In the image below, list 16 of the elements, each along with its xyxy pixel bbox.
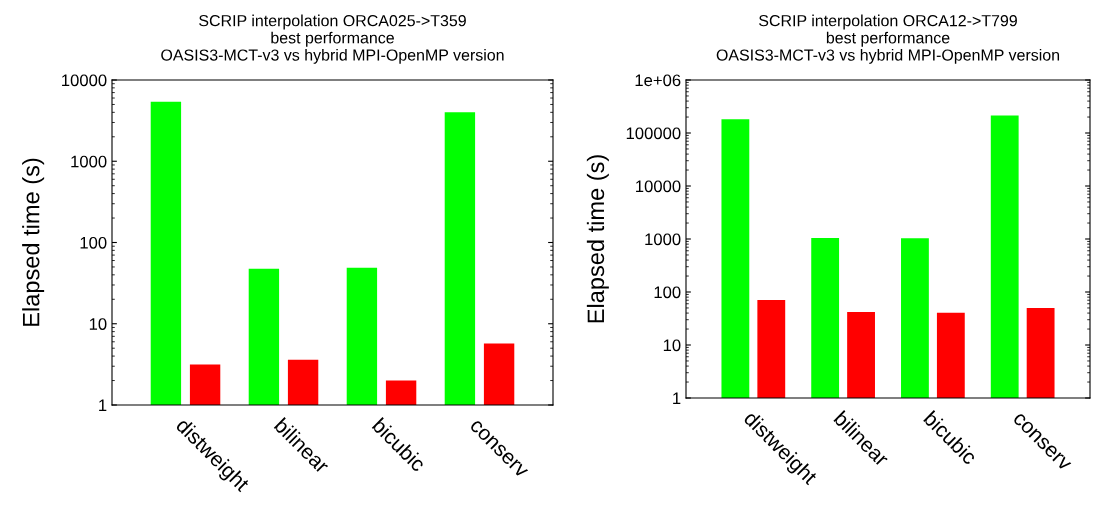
y-tick-label: 100 xyxy=(80,236,107,249)
y-tick-label: 10000 xyxy=(62,74,107,87)
y-tick-label: 1000 xyxy=(71,155,107,168)
y-tick-label: 100 xyxy=(654,286,681,299)
y-tick-label: 100000 xyxy=(626,127,681,140)
y-tick-label: 1 xyxy=(99,399,107,412)
y-tick-label: 1e+06 xyxy=(635,74,681,87)
y-tick-label: 1000 xyxy=(645,233,681,246)
y-tick-label: 10 xyxy=(89,318,107,330)
chart-title: SCRIP interpolation ORCA025->T359 best performance OASIS3-MCT-v3 vs hybrid MPI-OpenMP version xyxy=(161,14,504,64)
y-tick-label: 10000 xyxy=(636,180,681,193)
y-axis-title: Elapsed time (s) xyxy=(22,158,45,326)
y-tick-label: 10 xyxy=(663,339,681,352)
chart-title: SCRIP interpolation ORCA12->T799 best performance OASIS3-MCT-v3 vs hybrid MPI-OpenMP version xyxy=(716,14,1060,64)
y-tick-label: 1 xyxy=(673,392,681,405)
y-axis-title: Elapsed time (s) xyxy=(586,155,609,323)
